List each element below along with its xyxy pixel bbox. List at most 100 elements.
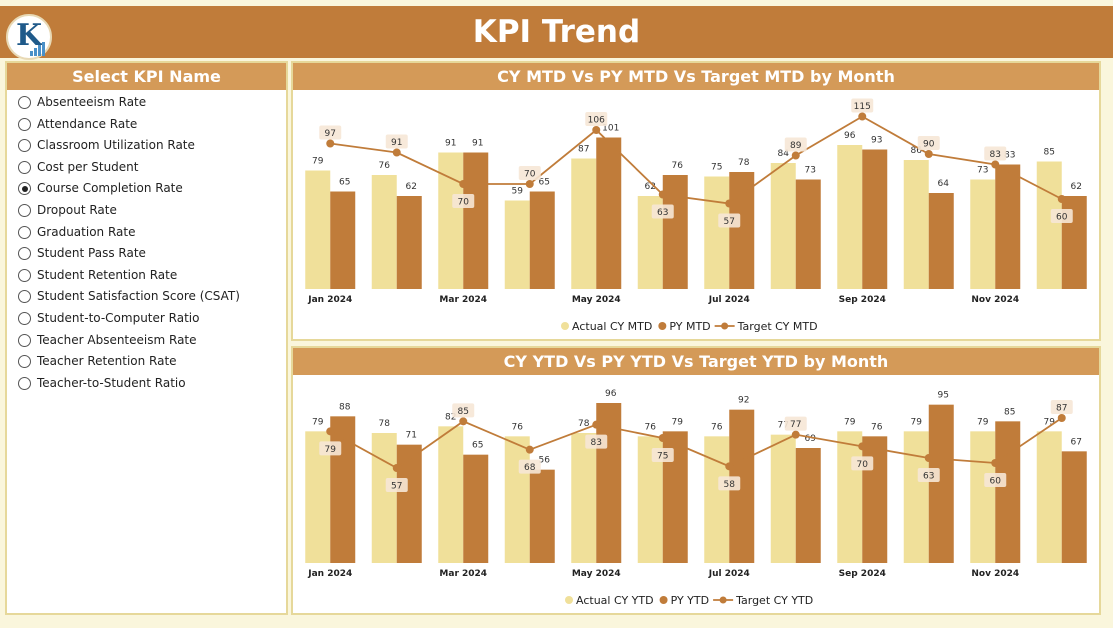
bar-actual [770, 434, 796, 563]
kpi-option[interactable]: Attendance Rate [7, 114, 286, 136]
radio-icon[interactable] [18, 160, 31, 174]
kpi-option[interactable]: Student Retention Rate [7, 265, 286, 287]
x-tick-label: Jan 2024 [307, 569, 352, 579]
target-label-box [385, 478, 408, 492]
data-label-actual: 82 [445, 412, 456, 422]
target-data-label: 77 [790, 420, 801, 430]
target-point [924, 150, 933, 158]
radio-icon[interactable] [18, 203, 31, 217]
bar-actual [970, 431, 996, 563]
data-label-py: 83 [1004, 151, 1015, 161]
target-data-label: 83 [990, 150, 1001, 160]
bar-py [662, 175, 688, 289]
target-data-label: 70 [524, 170, 536, 180]
data-label-actual: 84 [778, 149, 790, 159]
radio-icon[interactable] [18, 247, 31, 261]
radio-icon[interactable] [18, 333, 31, 347]
bar-py [529, 469, 555, 563]
radio-icon[interactable] [18, 139, 31, 153]
target-point [791, 430, 800, 439]
data-label-actual: 87 [578, 145, 589, 155]
data-label-actual: 78 [578, 419, 590, 429]
data-label-py: 91 [472, 139, 483, 149]
bar-py [995, 421, 1021, 563]
bar-py [862, 149, 888, 289]
data-label-actual: 62 [645, 182, 656, 192]
data-label-py: 78 [738, 158, 750, 168]
target-data-label: 57 [391, 482, 402, 492]
data-label-py: 71 [406, 431, 417, 441]
bar-py [529, 191, 555, 289]
target-data-label: 63 [657, 208, 668, 218]
data-label-actual: 79 [844, 417, 856, 427]
target-line [330, 115, 1063, 205]
legend-marker [721, 322, 729, 330]
kpi-option[interactable]: Absenteeism Rate [7, 92, 286, 114]
bar-actual [371, 433, 397, 563]
radio-icon[interactable] [18, 355, 31, 369]
radio-icon[interactable] [18, 96, 31, 109]
target-data-label: 60 [1056, 213, 1068, 223]
kpi-option[interactable]: Student Satisfaction Score (CSAT) [7, 286, 286, 308]
bar-actual [504, 200, 530, 289]
x-tick-label: Jul 2024 [708, 295, 750, 305]
data-label-actual: 96 [844, 131, 856, 141]
logo: K [6, 14, 52, 60]
mtd-chart-panel: CY MTD Vs PY MTD Vs Target MTD by Month … [291, 61, 1101, 341]
data-label-py: 85 [1004, 407, 1015, 417]
ytd-chart: 79 88 Jan 2024 78 71 82 65 Mar 2024 76 56 78 96 May … [293, 375, 1099, 607]
legend-marker [719, 596, 727, 604]
kpi-option[interactable]: Teacher Retention Rate [7, 351, 286, 373]
logo-bars-icon [30, 38, 46, 56]
target-point [592, 126, 601, 134]
bar-actual [571, 158, 597, 289]
kpi-option[interactable]: Teacher-to-Student Ratio [7, 373, 286, 395]
bar-actual [903, 160, 929, 289]
target-label-box [1050, 400, 1073, 414]
bar-actual [770, 163, 796, 289]
data-label-actual: 78 [379, 419, 391, 429]
kpi-option[interactable]: Student Pass Rate [7, 243, 286, 265]
kpi-option-label: Teacher Absenteeism Rate [37, 332, 197, 347]
data-label-py: 76 [672, 161, 684, 171]
radio-icon[interactable] [18, 117, 31, 131]
kpi-option[interactable]: Classroom Utilization Rate [7, 135, 286, 157]
target-data-label: 68 [524, 463, 536, 473]
kpi-option-label: Course Completion Rate [37, 181, 183, 196]
data-label-actual: 86 [911, 146, 923, 156]
kpi-option[interactable]: Student-to-Computer Ratio [7, 308, 286, 330]
kpi-option[interactable]: Course Completion Rate [7, 178, 286, 200]
bar-actual [371, 175, 397, 289]
radio-selected-icon[interactable] [18, 182, 31, 196]
bar-py [396, 444, 422, 563]
radio-icon[interactable] [18, 376, 31, 390]
radio-icon[interactable] [18, 290, 31, 304]
legend-label: PY MTD [669, 320, 710, 333]
target-label-box [518, 459, 541, 474]
bar-actual [305, 170, 331, 289]
kpi-option[interactable]: Dropout Rate [7, 200, 286, 222]
bar-py [330, 416, 356, 563]
radio-icon[interactable] [18, 311, 31, 325]
kpi-option[interactable]: Cost per Student [7, 157, 286, 179]
target-point [924, 454, 933, 462]
target-point [658, 190, 667, 199]
legend-label: Target CY YTD [735, 594, 813, 607]
target-data-label: 70 [857, 460, 869, 470]
radio-icon[interactable] [18, 225, 31, 239]
data-label-py: 88 [339, 402, 351, 412]
target-data-label: 87 [1056, 404, 1067, 414]
target-data-label: 106 [588, 116, 605, 126]
target-label-box [718, 476, 741, 491]
target-data-label: 79 [325, 445, 337, 455]
target-point [1057, 195, 1066, 203]
radio-icon[interactable] [18, 268, 31, 282]
bar-actual [1036, 431, 1062, 563]
kpi-option[interactable]: Graduation Rate [7, 222, 286, 244]
data-label-actual: 76 [645, 422, 657, 432]
data-label-py: 65 [472, 441, 483, 451]
page-title: KPI Trend [472, 14, 641, 50]
kpi-option[interactable]: Teacher Absenteeism Rate [7, 330, 286, 352]
data-label-actual: 77 [778, 421, 789, 431]
mtd-chart-title: CY MTD Vs PY MTD Vs Target MTD by Month [293, 63, 1099, 90]
